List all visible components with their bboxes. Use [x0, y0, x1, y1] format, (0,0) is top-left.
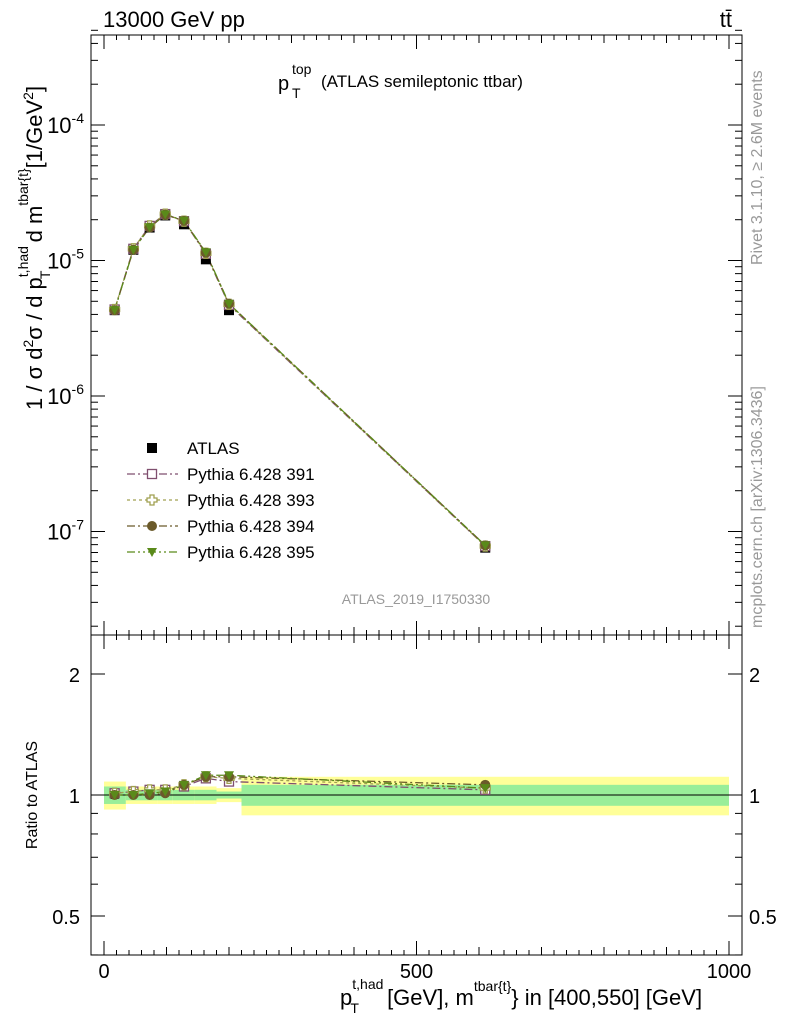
ratio-ytick-label: 2: [69, 665, 80, 687]
ratio-point: [160, 787, 171, 797]
xtick-label: 1000: [707, 961, 752, 983]
legend: ATLAS Pythia 6.428 391 Pythia 6.428 393 Pyt…: [127, 439, 315, 562]
legend-label: Pythia 6.428 391: [187, 465, 315, 484]
ratio-point: [109, 791, 120, 800]
ratio-point: [179, 780, 189, 790]
ratio-point: [480, 784, 491, 794]
ratio-ytick-label: 0.5: [52, 907, 80, 929]
ratio-ytick-label: 1: [69, 786, 80, 808]
ratio-ylabel: Ratio to ATLAS: [24, 741, 41, 849]
legend-item: Pythia 6.428 395: [127, 543, 315, 562]
svg-text:T: T: [292, 85, 301, 101]
ytick-label: 10-4: [47, 110, 84, 138]
legend-marker: [147, 521, 157, 531]
ratio-point: [224, 771, 234, 781]
xaxis-label: pt,had T [GeV], mtbar{t}} in [400,550] [G…: [340, 976, 702, 1016]
ratio-ytick-label-right: 1: [749, 786, 760, 808]
main-title: p top T (ATLAS semileptonic ttbar): [278, 61, 523, 101]
legend-item: Pythia 6.428 391: [127, 465, 315, 484]
axis-ticks: [91, 29, 742, 956]
legend-label: ATLAS: [187, 439, 240, 458]
data-point: [160, 210, 171, 220]
legend-label: Pythia 6.428 394: [187, 517, 315, 536]
data-point: [128, 245, 139, 255]
svg-text:p: p: [278, 73, 289, 95]
legend-item: Pythia 6.428 394: [127, 517, 315, 536]
ratio-series-line: [114, 776, 486, 794]
svg-text:(ATLAS semileptonic ttbar): (ATLAS semileptonic ttbar): [321, 72, 523, 91]
energy-label: 13000 GeV pp: [103, 7, 245, 32]
analysis-id: ATLAS_2019_I1750330: [342, 591, 491, 607]
legend-marker: [146, 468, 158, 480]
main-series: [108, 208, 491, 553]
xtick-label: 500: [400, 961, 433, 983]
legend-marker: [147, 548, 157, 557]
legend-item: Pythia 6.428 393: [127, 491, 315, 510]
legend-marker: [146, 494, 158, 506]
mcplots-label: mcplots.cern.ch [arXiv:1306.3436]: [749, 386, 766, 628]
ratio-point: [128, 791, 139, 800]
ratio-point: [200, 771, 211, 781]
legend-item: ATLAS: [147, 439, 240, 458]
legend-label: Pythia 6.428 395: [187, 543, 315, 562]
ratio-series: [108, 771, 491, 800]
data-point: [200, 248, 211, 258]
legend-marker: [147, 443, 157, 453]
ytick-label: 10-5: [47, 246, 84, 274]
process-label: tt̄: [720, 7, 732, 32]
data-point: [179, 216, 189, 226]
ratio-point: [144, 789, 155, 799]
data-point: [144, 223, 155, 233]
rivet-label: Rivet 3.1.10, ≥ 2.6M events: [749, 70, 766, 265]
axis-tick-labels: 0 500 1000 10-7 10-6 10-5 10-4 0.5 0.5 1 1 2 2: [47, 110, 777, 983]
main-ylabel: 1 / σ d2σ / d pt,had T d mtbar{t}[1/GeV2]: [15, 86, 53, 410]
data-point: [224, 305, 234, 316]
ytick-label: 10-6: [47, 381, 84, 409]
data-point: [224, 299, 234, 309]
legend-label: Pythia 6.428 393: [187, 491, 315, 510]
data-point: [109, 306, 120, 316]
ytick-label: 10-7: [47, 517, 84, 545]
ratio-ytick-label-right: 0.5: [749, 907, 777, 929]
xtick-label: 0: [98, 961, 109, 983]
data-point: [480, 541, 491, 551]
svg-text:top: top: [292, 61, 312, 77]
data-point: [200, 254, 211, 265]
ratio-ytick-label-right: 2: [749, 665, 760, 687]
